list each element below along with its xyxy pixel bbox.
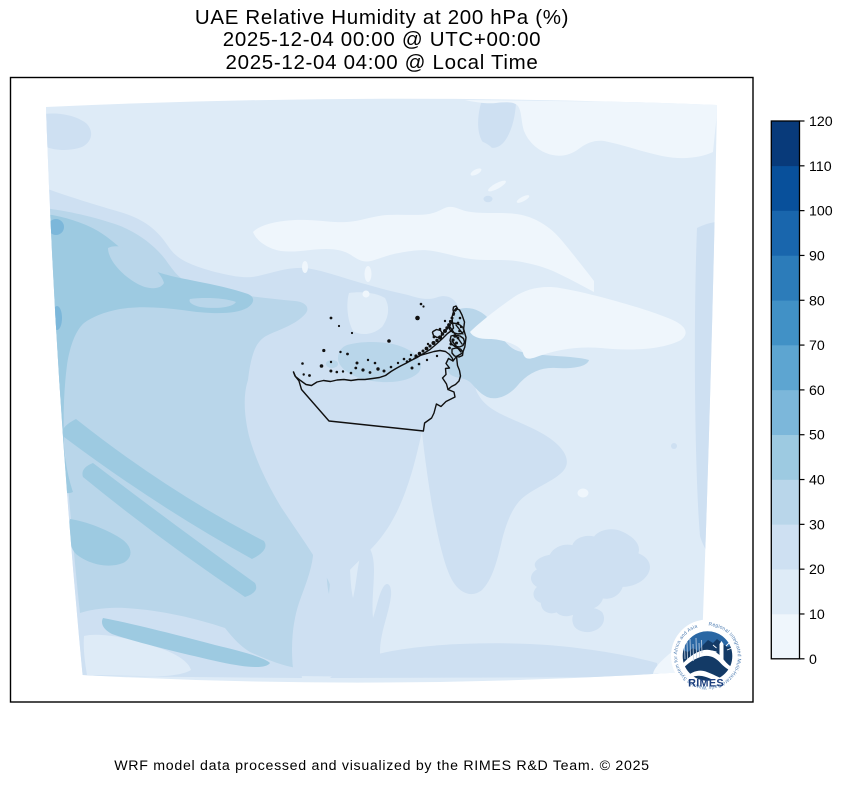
svg-text:10: 10 xyxy=(809,607,825,623)
svg-text:20: 20 xyxy=(809,562,825,578)
svg-text:60: 60 xyxy=(809,383,825,399)
svg-text:90: 90 xyxy=(809,248,825,264)
svg-text:100: 100 xyxy=(809,204,833,220)
svg-text:120: 120 xyxy=(809,114,833,130)
svg-text:40: 40 xyxy=(809,473,825,489)
svg-text:30: 30 xyxy=(809,517,825,533)
svg-text:RIMES: RIMES xyxy=(688,678,724,690)
svg-text:110: 110 xyxy=(809,159,832,175)
svg-text:50: 50 xyxy=(809,428,825,444)
svg-text:80: 80 xyxy=(809,293,825,309)
svg-text:70: 70 xyxy=(809,338,825,354)
svg-text:0: 0 xyxy=(809,652,817,668)
